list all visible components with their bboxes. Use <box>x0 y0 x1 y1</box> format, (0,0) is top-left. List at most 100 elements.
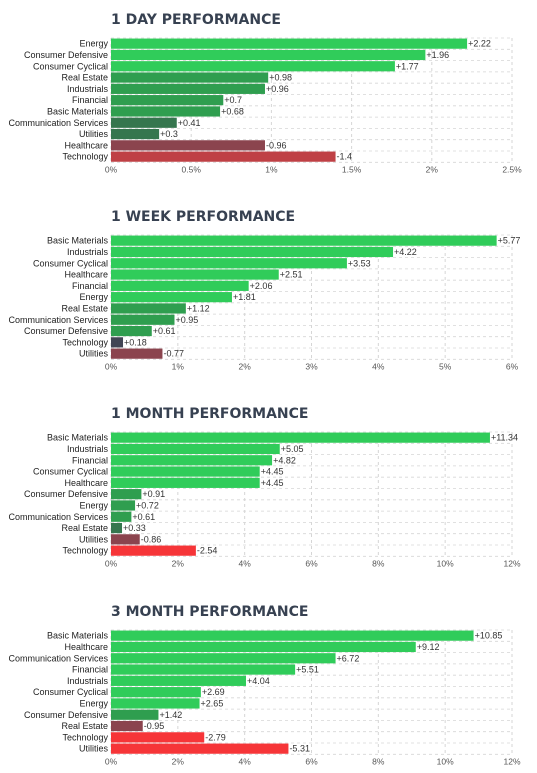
bar <box>111 151 336 162</box>
category-label: Utilities <box>79 534 109 544</box>
bar <box>111 38 468 49</box>
value-label: +11.34 <box>491 433 518 443</box>
category-label: Technology <box>62 337 108 347</box>
bar <box>111 314 175 325</box>
category-label: Technology <box>62 152 108 162</box>
value-label: +0.18 <box>124 337 147 347</box>
value-label: +5.05 <box>281 444 304 454</box>
bar <box>111 337 124 348</box>
x-tick-label: 8% <box>372 756 385 766</box>
bar <box>111 292 232 303</box>
value-label: +9.12 <box>417 642 440 652</box>
bar <box>111 140 265 151</box>
x-tick-label: 6% <box>506 361 519 371</box>
chart-title: 1 WEEK PERFORMANCE <box>111 209 295 225</box>
bar <box>111 455 273 466</box>
x-tick-label: 5% <box>439 361 452 371</box>
value-label: +1.96 <box>426 50 449 60</box>
bar <box>111 698 200 709</box>
x-tick-label: 1% <box>265 164 278 174</box>
category-label: Real Estate <box>61 721 108 731</box>
value-label: -5.31 <box>289 744 310 754</box>
chart-1-week: 1 WEEK PERFORMANCE 0% 1% 2% 3% 4% 5% 6% Basic Ma… <box>8 209 521 371</box>
bar <box>111 128 160 140</box>
bar <box>111 269 279 280</box>
category-label: Industrials <box>67 247 109 257</box>
category-label: Consumer Cyclical <box>33 687 108 697</box>
bar <box>111 732 205 743</box>
category-label: Consumer Cyclical <box>33 61 108 71</box>
x-tick-label: 2% <box>172 558 185 568</box>
value-label: -0.95 <box>144 721 165 731</box>
value-label: +6.72 <box>337 653 360 663</box>
value-label: +2.22 <box>468 39 491 49</box>
category-label: Financial <box>72 455 108 465</box>
value-label: +0.98 <box>269 73 292 83</box>
category-label: Technology <box>62 546 108 556</box>
value-label: +4.82 <box>273 455 296 465</box>
x-tick-label: 0% <box>105 164 118 174</box>
bar <box>111 258 347 269</box>
x-tick-label: 2% <box>172 756 185 766</box>
category-label: Financial <box>72 281 108 291</box>
panel-3-month: 3 MONTH PERFORMANCE 0% 2% 4% 6% 8% 10% 12% Basic… <box>0 592 537 772</box>
bar <box>111 348 163 359</box>
value-label: +0.3 <box>160 129 178 139</box>
x-tick-label: 2% <box>239 361 252 371</box>
category-label: Real Estate <box>61 523 108 533</box>
bar <box>111 235 497 246</box>
x-tick-label: 4% <box>239 558 252 568</box>
bar <box>111 500 136 511</box>
bar <box>111 72 269 83</box>
value-label: -0.77 <box>163 349 184 359</box>
value-label: +0.91 <box>142 489 165 499</box>
category-label: Basic Materials <box>47 106 109 116</box>
value-label: +0.41 <box>178 118 201 128</box>
x-tick-label: 12% <box>503 756 520 766</box>
value-label: +0.72 <box>136 500 159 510</box>
category-label: Consumer Cyclical <box>33 258 108 268</box>
x-tick-label: 0% <box>105 361 118 371</box>
panel-1-week: 1 WEEK PERFORMANCE 0% 1% 2% 3% 4% 5% 6% Basic Ma… <box>0 197 537 377</box>
value-label: +10.85 <box>475 631 503 641</box>
category-label: Real Estate <box>61 73 108 83</box>
chart-title: 1 DAY PERFORMANCE <box>111 12 281 28</box>
bar <box>111 720 143 732</box>
category-label: Communication Services <box>8 653 108 663</box>
bar <box>111 641 416 653</box>
category-label: Basic Materials <box>47 236 109 246</box>
bar <box>111 709 159 720</box>
category-label: Basic Materials <box>47 631 109 641</box>
value-label: -0.86 <box>141 534 162 544</box>
x-tick-label: 4% <box>239 756 252 766</box>
category-label: Utilities <box>79 744 109 754</box>
bar <box>111 83 265 94</box>
category-label: Consumer Defensive <box>24 50 108 60</box>
chart-title: 3 MONTH PERFORMANCE <box>111 604 308 620</box>
value-label: +3.53 <box>348 258 371 268</box>
category-label: Communication Services <box>8 118 108 128</box>
bar <box>111 443 280 455</box>
bar <box>111 280 249 291</box>
category-label: Consumer Cyclical <box>33 467 108 477</box>
category-label: Consumer Defensive <box>24 710 108 720</box>
value-label: +5.77 <box>498 236 521 246</box>
value-label: +1.42 <box>159 710 182 720</box>
bar <box>111 743 289 754</box>
x-tick-label: 12% <box>503 558 520 568</box>
value-label: +0.33 <box>123 523 146 533</box>
value-label: -2.54 <box>197 546 218 556</box>
bar <box>111 675 247 686</box>
chart-1-day: 1 DAY PERFORMANCE 0% 0.5% 1% 1.5% 2% 2.5% Energ… <box>8 12 522 174</box>
bar <box>111 117 177 128</box>
value-label: +4.45 <box>261 467 284 477</box>
x-tick-label: 6% <box>305 558 318 568</box>
value-label: +0.61 <box>132 512 155 522</box>
x-tick-label: 8% <box>372 558 385 568</box>
value-label: +4.04 <box>247 676 270 686</box>
value-label: +0.95 <box>175 315 198 325</box>
bar <box>111 95 224 106</box>
chart-1-month: 1 MONTH PERFORMANCE 0% 2% 4% 6% 8% 10% 12% Basic… <box>8 406 520 568</box>
category-label: Financial <box>72 95 108 105</box>
bar <box>111 522 123 534</box>
